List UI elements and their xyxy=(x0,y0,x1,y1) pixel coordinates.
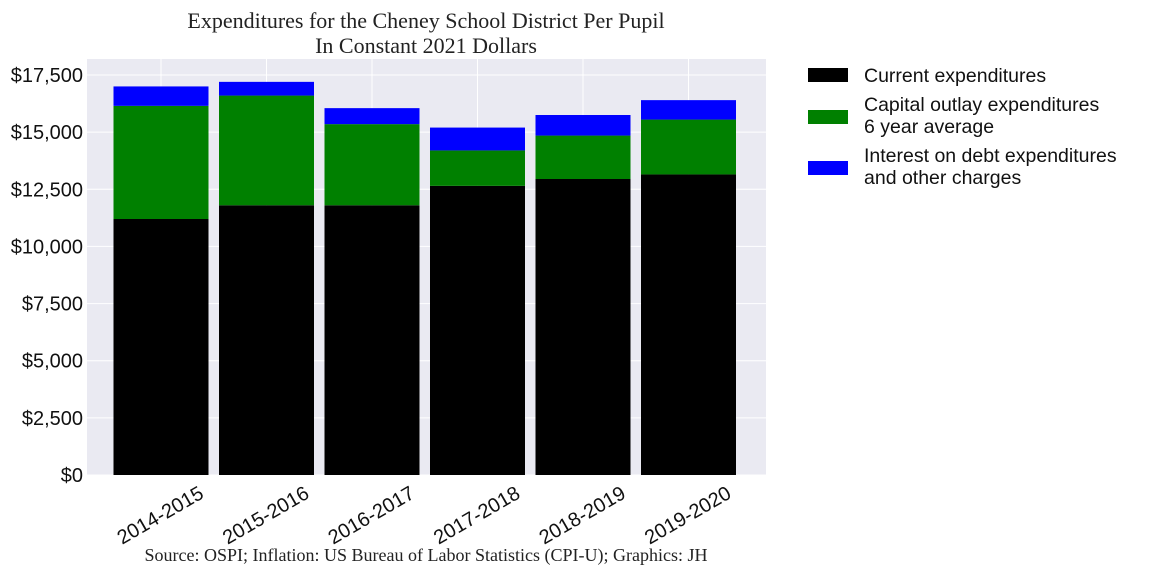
bar-segment: 2015-2016: 4800 xyxy=(219,95,314,206)
x-tick-label: 2017-2018 xyxy=(430,482,524,549)
legend-label: Current expenditures xyxy=(864,65,1046,87)
bar-segment: 2014-2015: 4950 xyxy=(113,105,209,219)
bar-segment: 2014-2015: 11200 xyxy=(113,219,209,475)
x-tick-label: 2019-2020 xyxy=(641,482,735,549)
legend-label: Capital outlay expenditures 6 year averag… xyxy=(864,94,1099,138)
legend-swatch xyxy=(808,161,848,175)
legend: Current expenditures Capital outlay expen… xyxy=(808,65,1117,189)
bar-segment: 2017-2018: 1000 xyxy=(430,127,525,151)
y-tick-label: $15,000 xyxy=(11,122,83,144)
bar-segment: 2015-2016: 600 xyxy=(219,81,314,96)
bar-segment: 2014-2015: 850 xyxy=(113,86,209,106)
y-tick-label: $10,000 xyxy=(11,236,83,258)
bar-segment: 2019-2020: 2400 xyxy=(641,119,736,175)
x-tick-label: 2014-2015 xyxy=(114,482,208,549)
bars-group: 2014-2015: 112002014-2015: 49502014-2015… xyxy=(113,81,736,476)
x-tick-label: 2016-2017 xyxy=(325,482,419,549)
y-tick-label: $0 xyxy=(61,465,83,487)
y-tick-label: $5,000 xyxy=(22,351,83,373)
x-tick-label: 2018-2019 xyxy=(536,482,630,549)
source-note: Source: OSPI; Inflation: US Bureau of La… xyxy=(145,545,708,566)
bar-segment: 2018-2019: 12950 xyxy=(535,179,631,475)
bar-segment: 2016-2017: 11800 xyxy=(324,205,420,476)
y-axis-ticks: $0 $2,500 $5,000 $7,500 $10,000 $12,500 $15,00… xyxy=(11,65,83,487)
bar-segment: 2016-2017: 3550 xyxy=(324,124,420,206)
legend-swatch xyxy=(808,68,848,82)
bar-segment: 2017-2018: 1550 xyxy=(430,150,525,186)
bar-segment: 2018-2019: 1900 xyxy=(535,135,631,179)
bar-segment: 2019-2020: 850 xyxy=(641,100,736,120)
chart-title-line-1: Expenditures for the Cheney School Distr… xyxy=(187,8,664,33)
chart-title-line-2: In Constant 2021 Dollars xyxy=(315,33,537,58)
bar-segment: 2018-2019: 900 xyxy=(535,115,631,136)
x-axis-ticks: 2014-2015 2015-2016 2016-2017 2017-2018 2018… xyxy=(114,482,735,549)
x-tick-label: 2015-2016 xyxy=(219,482,313,549)
y-tick-label: $12,500 xyxy=(11,179,83,201)
legend-label: Interest on debt expenditures and other c… xyxy=(864,145,1117,189)
bar-segment: 2019-2020: 13150 xyxy=(641,174,736,475)
bar-segment: 2015-2016: 11800 xyxy=(219,205,314,476)
y-tick-label: $17,500 xyxy=(11,65,83,87)
legend-swatch xyxy=(808,110,848,124)
bar-segment: 2016-2017: 700 xyxy=(324,108,420,125)
y-tick-label: $2,500 xyxy=(22,408,83,430)
bar-segment: 2017-2018: 12650 xyxy=(430,185,525,475)
y-tick-label: $7,500 xyxy=(22,294,83,316)
